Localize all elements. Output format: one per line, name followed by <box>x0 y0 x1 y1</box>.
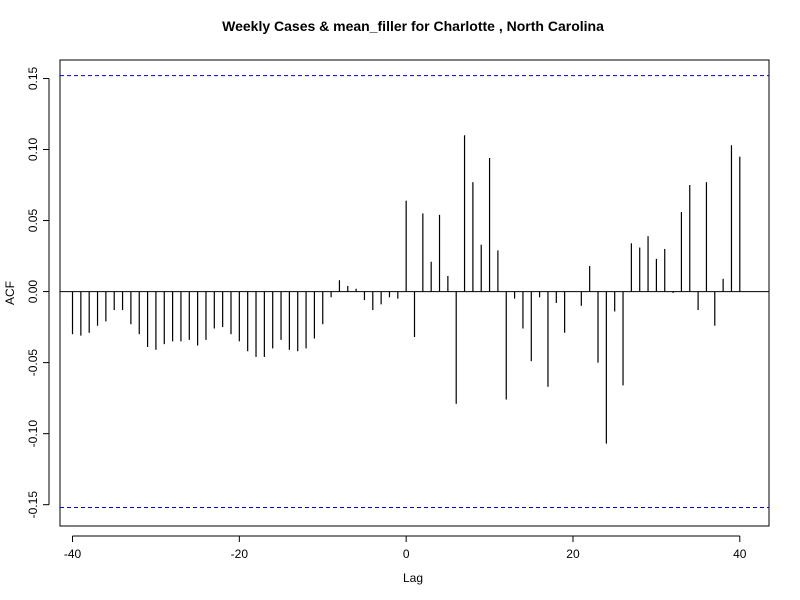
y-axis: -0.15 -0.10 -0.05 0.00 0.05 0.10 0.15 <box>26 66 50 519</box>
x-tick-label: 20 <box>566 547 580 561</box>
y-axis-label: ACF <box>3 281 17 305</box>
y-tick-label: 0.00 <box>26 280 40 304</box>
y-tick-label: -0.15 <box>26 491 40 519</box>
x-tick-label: -20 <box>231 547 249 561</box>
plot-frame <box>59 59 770 527</box>
y-tick-label: 0.10 <box>26 138 40 162</box>
x-axis-label: Lag <box>403 571 423 585</box>
x-axis: -40 -20 0 20 40 <box>64 535 747 561</box>
y-tick-label: -0.10 <box>26 420 40 448</box>
x-tick-label: -40 <box>64 547 82 561</box>
confidence-bands <box>60 75 769 509</box>
chart-title: Weekly Cases & mean_filler for Charlotte… <box>222 18 604 34</box>
y-tick-label: 0.05 <box>26 209 40 233</box>
x-tick-label: 40 <box>733 547 747 561</box>
y-tick-label: 0.15 <box>26 66 40 90</box>
acf-bars <box>71 135 741 444</box>
x-tick-label: 0 <box>403 547 410 561</box>
y-tick-label: -0.05 <box>26 349 40 377</box>
